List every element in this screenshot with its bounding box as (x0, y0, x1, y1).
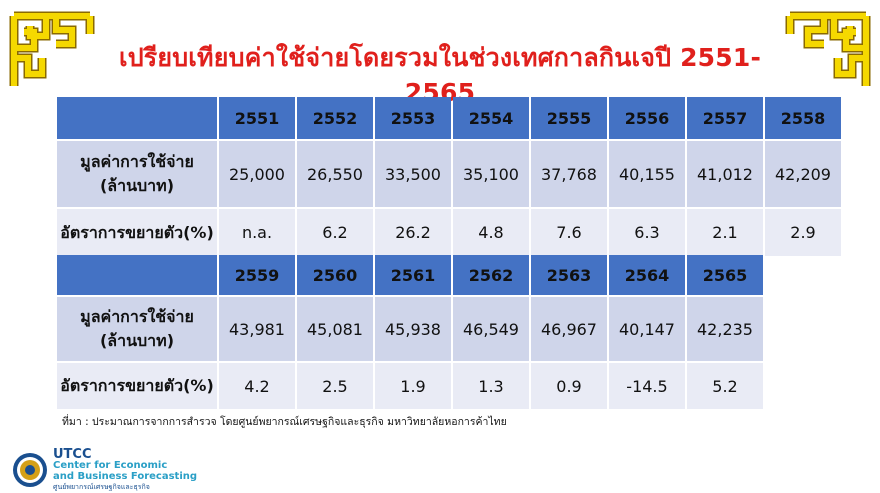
spending-row: มูลค่าการใช้จ่าย (ล้านบาท) 25,000 26,550… (57, 141, 841, 207)
year-cell: 2554 (453, 97, 529, 139)
growth-cell: 0.9 (531, 363, 607, 409)
spending-cell: 35,100 (453, 141, 529, 207)
growth-cell: 7.6 (531, 209, 607, 256)
growth-cell: 2.9 (765, 209, 841, 256)
year-cell: 2551 (219, 97, 295, 139)
year-header-row: 2559 2560 2561 2562 2563 2564 2565 (57, 255, 763, 295)
year-cell: 2561 (375, 255, 451, 295)
spending-cell: 40,155 (609, 141, 685, 207)
year-cell: 2565 (687, 255, 763, 295)
page-title: เปรียบเทียบค่าใช้จ่ายโดยรวมในช่วงเทศกาลก… (118, 43, 762, 107)
brand-block: UTCC Center for Economic and Business Fo… (53, 447, 198, 493)
growth-cell: 2.1 (687, 209, 763, 256)
growth-row-label: อัตราการขยายตัว(%) (57, 209, 217, 256)
growth-cell: 4.8 (453, 209, 529, 256)
spending-cell: 42,209 (765, 141, 841, 207)
year-cell: 2559 (219, 255, 295, 295)
growth-row: อัตราการขยายตัว(%) 4.2 2.5 1.9 1.3 0.9 -… (57, 363, 763, 409)
growth-cell: 26.2 (375, 209, 451, 256)
utcc-seal-icon (13, 453, 47, 487)
year-cell: 2556 (609, 97, 685, 139)
year-cell: 2553 (375, 97, 451, 139)
growth-cell: 6.2 (297, 209, 373, 256)
year-cell: 2555 (531, 97, 607, 139)
spending-cell: 46,549 (453, 297, 529, 361)
chinese-ornament-icon (785, 11, 871, 86)
spending-cell: 46,967 (531, 297, 607, 361)
growth-cell: n.a. (219, 209, 295, 256)
spending-label-line1: มูลค่าการใช้จ่าย (80, 152, 194, 171)
growth-cell: 2.5 (297, 363, 373, 409)
source-note: ที่มา : ประมาณการจากการสำรวจ โดยศูนย์พยา… (62, 416, 507, 428)
growth-cell: 4.2 (219, 363, 295, 409)
chinese-ornament-icon (9, 11, 95, 86)
spending-row: มูลค่าการใช้จ่าย (ล้านบาท) 43,981 45,081… (57, 297, 763, 361)
spending-table-2551-2558: 2551 2552 2553 2554 2555 2556 2557 2558 … (55, 95, 843, 258)
spending-label-line2: (ล้านบาท) (99, 331, 175, 350)
growth-cell: 1.3 (453, 363, 529, 409)
year-cell: 2560 (297, 255, 373, 295)
spending-label-line2: (ล้านบาท) (99, 176, 175, 195)
spending-cell: 33,500 (375, 141, 451, 207)
brand-line-1: Center for Economic (53, 460, 168, 471)
growth-cell: 5.2 (687, 363, 763, 409)
spending-row-label: มูลค่าการใช้จ่าย (ล้านบาท) (57, 141, 217, 207)
spending-cell: 45,081 (297, 297, 373, 361)
spending-table-2559-2565: 2559 2560 2561 2562 2563 2564 2565 มูลค่… (55, 253, 765, 411)
spending-cell: 42,235 (687, 297, 763, 361)
year-cell: 2562 (453, 255, 529, 295)
growth-row-label: อัตราการขยายตัว(%) (57, 363, 217, 409)
growth-cell: -14.5 (609, 363, 685, 409)
spending-cell: 37,768 (531, 141, 607, 207)
year-cell: 2557 (687, 97, 763, 139)
growth-cell: 1.9 (375, 363, 451, 409)
spending-cell: 45,938 (375, 297, 451, 361)
growth-cell: 6.3 (609, 209, 685, 256)
spending-row-label: มูลค่าการใช้จ่าย (ล้านบาท) (57, 297, 217, 361)
spending-cell: 25,000 (219, 141, 295, 207)
growth-row: อัตราการขยายตัว(%) n.a. 6.2 26.2 4.8 7.6… (57, 209, 841, 256)
brand-line-thai: ศูนย์พยากรณ์เศรษฐกิจและธุรกิจ (53, 483, 150, 491)
brand-name: UTCC (53, 447, 92, 462)
spending-cell: 43,981 (219, 297, 295, 361)
year-cell: 2563 (531, 255, 607, 295)
spending-cell: 26,550 (297, 141, 373, 207)
year-cell: 2552 (297, 97, 373, 139)
year-cell: 2564 (609, 255, 685, 295)
spending-cell: 41,012 (687, 141, 763, 207)
year-header-row: 2551 2552 2553 2554 2555 2556 2557 2558 (57, 97, 841, 139)
header-corner (57, 97, 217, 139)
brand-line-2: and Business Forecasting (53, 471, 198, 482)
spending-label-line1: มูลค่าการใช้จ่าย (80, 307, 194, 326)
year-cell: 2558 (765, 97, 841, 139)
spending-cell: 40,147 (609, 297, 685, 361)
header-corner (57, 255, 217, 295)
